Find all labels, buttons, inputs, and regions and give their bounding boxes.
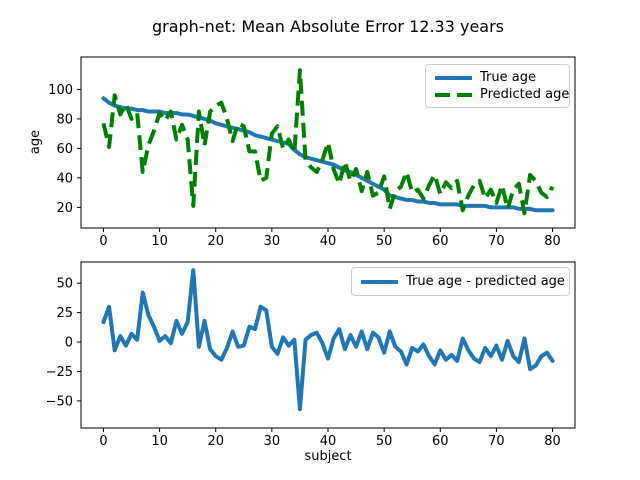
bottom-chart-y-tick-label: 25 <box>56 306 73 321</box>
legend-entry-predicted-age: Predicted age <box>435 86 569 103</box>
top-chart-series-0-line <box>101 96 555 213</box>
figure-title: graph-net: Mean Absolute Error 12.33 yea… <box>151 17 505 36</box>
bottom-chart-y-tick-label: −50 <box>46 394 73 409</box>
legend-label-predicted-age: Predicted age <box>480 87 570 102</box>
legend-entry-diff: True age - predicted age <box>361 273 565 291</box>
bottom-chart-x-tick-label: 10 <box>151 434 168 449</box>
top-chart-x-tick-label: 10 <box>151 234 168 249</box>
top-chart-y-tick-label: 60 <box>56 142 73 157</box>
legend-label-true-age: True age <box>480 70 536 85</box>
bottom-chart-x-tick-label: 50 <box>376 434 393 449</box>
top-chart-x-tick-label: 0 <box>99 234 107 249</box>
top-chart-x-tick-label: 20 <box>207 234 224 249</box>
top-chart-x-tick-label: 70 <box>488 234 505 249</box>
bottom-chart-series-0-line <box>101 268 555 412</box>
top-chart-y-tick-label: 100 <box>48 83 73 98</box>
bottom-chart-legend: True age - predicted age <box>351 267 570 296</box>
top-chart-x-tick-label: 60 <box>432 234 449 249</box>
top-chart-y-tick-label: 20 <box>56 201 73 216</box>
top-chart-x-tick-label: 40 <box>320 234 337 249</box>
diff-line-sample-icon <box>361 279 398 284</box>
legend-entry-true-age: True age <box>435 69 560 86</box>
top-chart-x-tick-label: 80 <box>544 234 561 249</box>
bottom-chart-x-tick-label: 70 <box>488 434 505 449</box>
bottom-chart-y-tick-label: −25 <box>46 365 73 380</box>
top-chart-y-tick-label: 80 <box>56 112 73 127</box>
bottom-chart-x-tick-label: 20 <box>207 434 224 449</box>
top-chart-x-tick-label: 50 <box>376 234 393 249</box>
bottom-chart-x-tick-label: 30 <box>264 434 281 449</box>
bottom-chart-x-tick-label: 80 <box>544 434 561 449</box>
bottom-chart-xlabel: subject <box>304 449 352 464</box>
predicted-age-line-sample-icon <box>435 92 472 97</box>
top-chart-x-tick-label: 30 <box>264 234 281 249</box>
top-chart-legend: True age Predicted age <box>425 64 570 108</box>
legend-label-diff: True age - predicted age <box>406 274 565 289</box>
bottom-chart-y-tick-label: 50 <box>56 277 73 292</box>
bottom-chart-x-tick-label: 60 <box>432 434 449 449</box>
bottom-chart-y-tick-label: 0 <box>65 336 73 351</box>
bottom-chart-x-tick-label: 0 <box>99 434 107 449</box>
top-chart-ylabel: age <box>28 129 43 155</box>
top-chart-y-tick-label: 40 <box>56 171 73 186</box>
bottom-chart-x-tick-label: 40 <box>320 434 337 449</box>
true-age-line-sample-icon <box>435 75 472 80</box>
